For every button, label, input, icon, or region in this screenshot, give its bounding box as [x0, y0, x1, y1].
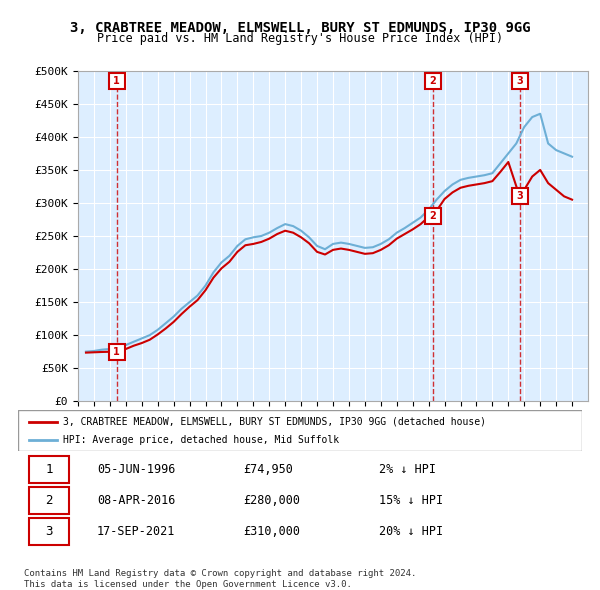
Text: 1: 1 [45, 463, 53, 476]
Text: 3: 3 [516, 191, 523, 201]
FancyBboxPatch shape [29, 455, 69, 483]
Text: Price paid vs. HM Land Registry's House Price Index (HPI): Price paid vs. HM Land Registry's House … [97, 32, 503, 45]
Text: £280,000: £280,000 [244, 494, 301, 507]
Text: 17-SEP-2021: 17-SEP-2021 [97, 525, 175, 538]
FancyBboxPatch shape [29, 518, 69, 545]
Text: 2: 2 [45, 494, 53, 507]
Text: 3: 3 [45, 525, 53, 538]
Text: 20% ↓ HPI: 20% ↓ HPI [379, 525, 443, 538]
Text: 05-JUN-1996: 05-JUN-1996 [97, 463, 175, 476]
Text: 1: 1 [113, 76, 120, 86]
Text: 2: 2 [430, 211, 436, 221]
Text: 3: 3 [516, 76, 523, 86]
FancyBboxPatch shape [29, 487, 69, 514]
Text: 15% ↓ HPI: 15% ↓ HPI [379, 494, 443, 507]
Text: 08-APR-2016: 08-APR-2016 [97, 494, 175, 507]
Text: 1: 1 [113, 347, 120, 357]
Text: Contains HM Land Registry data © Crown copyright and database right 2024.
This d: Contains HM Land Registry data © Crown c… [24, 569, 416, 589]
Text: £310,000: £310,000 [244, 525, 301, 538]
Text: £74,950: £74,950 [244, 463, 293, 476]
FancyBboxPatch shape [18, 410, 582, 451]
Text: 2% ↓ HPI: 2% ↓ HPI [379, 463, 436, 476]
Text: 2: 2 [430, 76, 436, 86]
Text: HPI: Average price, detached house, Mid Suffolk: HPI: Average price, detached house, Mid … [63, 435, 339, 445]
Text: 3, CRABTREE MEADOW, ELMSWELL, BURY ST EDMUNDS, IP30 9GG: 3, CRABTREE MEADOW, ELMSWELL, BURY ST ED… [70, 21, 530, 35]
Text: 3, CRABTREE MEADOW, ELMSWELL, BURY ST EDMUNDS, IP30 9GG (detached house): 3, CRABTREE MEADOW, ELMSWELL, BURY ST ED… [63, 417, 486, 427]
